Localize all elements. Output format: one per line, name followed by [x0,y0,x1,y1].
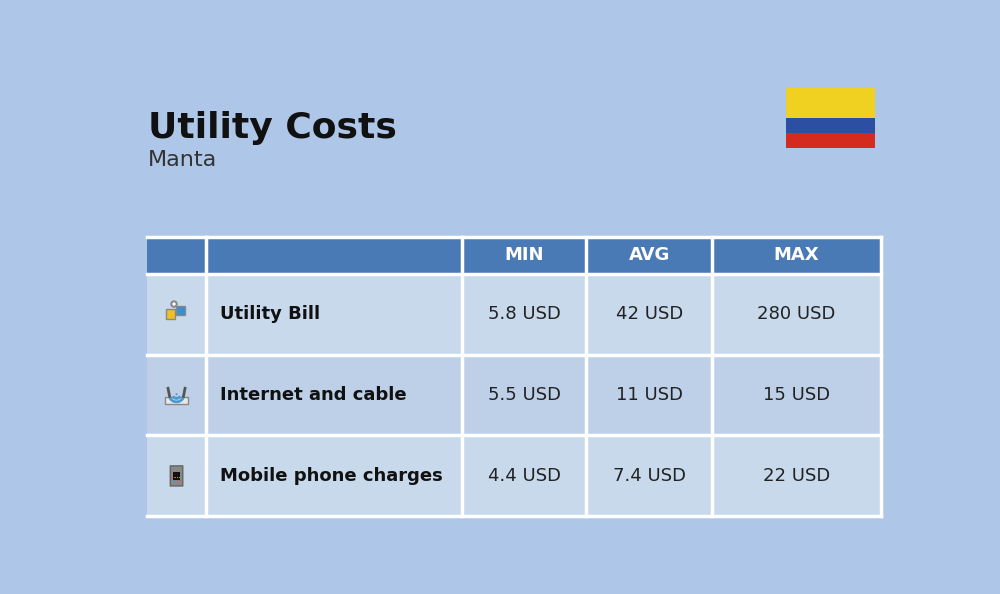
Bar [176,306,185,315]
Bar [147,435,881,516]
Circle shape [172,302,176,306]
Text: MIN: MIN [504,247,544,264]
Bar [174,476,176,478]
Bar [147,274,881,355]
Circle shape [176,393,178,395]
Text: AVG: AVG [629,247,670,264]
Bar [179,476,181,478]
Text: Mobile phone charges: Mobile phone charges [220,467,443,485]
Bar [786,118,875,134]
Text: 280 USD: 280 USD [757,305,836,323]
Bar [147,355,206,435]
Text: 11 USD: 11 USD [616,386,683,404]
Bar [166,309,175,320]
Text: Manta: Manta [148,150,218,170]
Text: Utility Bill: Utility Bill [220,305,320,323]
Text: 7.4 USD: 7.4 USD [613,467,686,485]
Bar [177,480,178,481]
FancyBboxPatch shape [170,466,183,486]
Text: 5.5 USD: 5.5 USD [488,386,561,404]
Bar [165,397,188,405]
Bar [147,435,206,516]
Bar [179,480,181,481]
Bar [786,133,875,148]
Text: Utility Costs: Utility Costs [148,111,397,146]
Text: MAX: MAX [774,247,819,264]
Text: 15 USD: 15 USD [763,386,830,404]
Bar [147,237,881,274]
Bar [177,476,178,478]
Text: Internet and cable: Internet and cable [220,386,407,404]
Bar [786,89,875,148]
Bar [174,480,176,481]
Bar [147,355,881,435]
Bar [147,274,206,355]
Text: 42 USD: 42 USD [616,305,683,323]
Text: 5.8 USD: 5.8 USD [488,305,561,323]
Circle shape [170,301,178,308]
Text: 4.4 USD: 4.4 USD [488,467,561,485]
Bar [173,472,180,480]
Text: 22 USD: 22 USD [763,467,830,485]
